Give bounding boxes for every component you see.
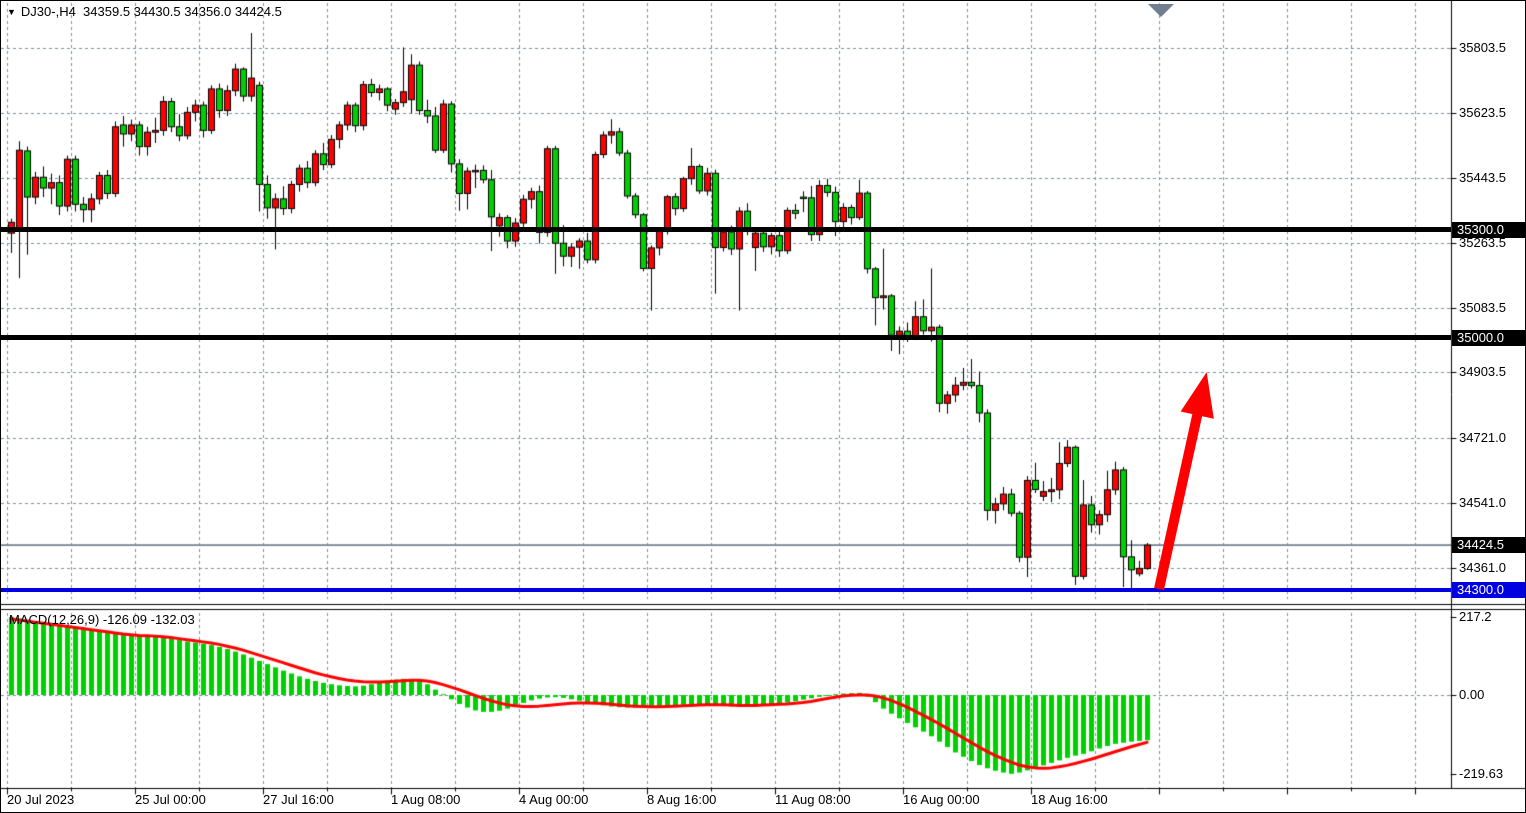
time-axis-label: 18 Aug 16:00 <box>1031 792 1108 807</box>
time-axis-label: 8 Aug 16:00 <box>647 792 717 807</box>
time-axis-label: 20 Jul 2023 <box>7 792 75 807</box>
level-price-label: 35000.0 <box>1452 329 1525 346</box>
horizontal-level-line-35000.0[interactable] <box>1 335 1451 341</box>
macd-axis-tick-label: 217.2 <box>1459 609 1492 625</box>
price-axis-tick-label: 35623.5 <box>1459 104 1506 120</box>
price-axis-tick-label: 35443.5 <box>1459 169 1506 185</box>
time-axis-label: 25 Jul 00:00 <box>135 792 206 807</box>
time-axis-label: 4 Aug 00:00 <box>519 792 589 807</box>
time-axis-label: 11 Aug 08:00 <box>775 792 851 807</box>
symbol-header: ▼ DJ30-,H4 34359.5 34430.5 34356.0 34424.… <box>7 4 282 19</box>
symbol-ohlc-text: DJ30-,H4 34359.5 34430.5 34356.0 34424.5 <box>20 4 282 19</box>
time-axis-label: 16 Aug 00:00 <box>903 792 980 807</box>
time-axis-label: 1 Aug 08:00 <box>391 792 461 807</box>
price-axis-tick-label: 34541.0 <box>1459 495 1506 511</box>
horizontal-level-line-34300.0[interactable] <box>1 588 1451 592</box>
time-axis-label: 27 Jul 16:00 <box>263 792 334 807</box>
price-axis-tick-label: 35083.5 <box>1459 299 1506 315</box>
current-price-label: 34424.5 <box>1452 537 1525 554</box>
price-axis-tick-label: 34721.0 <box>1459 430 1506 446</box>
level-price-label: 34300.0 <box>1452 582 1525 598</box>
macd-axis-tick-label: 0.00 <box>1459 687 1485 702</box>
price-axis-tick-label: 34903.5 <box>1459 364 1506 380</box>
macd-indicator-label: MACD(12,26,9) -126.09 -132.03 <box>9 612 195 627</box>
price-axis-tick-label: 35263.5 <box>1459 234 1506 250</box>
collapse-objects-icon[interactable]: ▼ <box>7 7 16 17</box>
horizontal-level-line-35300.0[interactable] <box>1 227 1451 232</box>
price-axis-tick-label: 34361.0 <box>1459 560 1506 576</box>
price-axis-tick-label: 35803.5 <box>1459 40 1506 55</box>
level-price-label: 35300.0 <box>1452 221 1525 238</box>
shift-end-marker-icon[interactable] <box>1148 4 1174 17</box>
macd-axis-tick-label: -219.63 <box>1459 765 1504 781</box>
